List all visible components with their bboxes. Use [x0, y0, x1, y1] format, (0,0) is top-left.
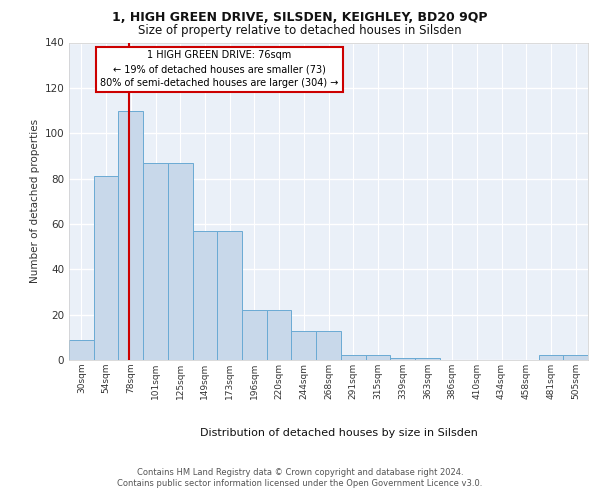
Text: 1, HIGH GREEN DRIVE, SILSDEN, KEIGHLEY, BD20 9QP: 1, HIGH GREEN DRIVE, SILSDEN, KEIGHLEY, … [112, 11, 488, 24]
Bar [267, 310, 292, 360]
Bar [563, 356, 588, 360]
Bar [292, 330, 316, 360]
Bar [316, 330, 341, 360]
Bar [365, 356, 390, 360]
Bar [415, 358, 440, 360]
Bar [217, 230, 242, 360]
Y-axis label: Number of detached properties: Number of detached properties [30, 119, 40, 284]
Bar [341, 356, 365, 360]
Text: Size of property relative to detached houses in Silsden: Size of property relative to detached ho… [138, 24, 462, 37]
Text: 1 HIGH GREEN DRIVE: 76sqm
← 19% of detached houses are smaller (73)
80% of semi-: 1 HIGH GREEN DRIVE: 76sqm ← 19% of detac… [100, 50, 338, 88]
Bar [143, 162, 168, 360]
Bar [118, 110, 143, 360]
Bar [390, 358, 415, 360]
Bar [539, 356, 563, 360]
Bar [94, 176, 118, 360]
Bar [193, 230, 217, 360]
Bar [168, 162, 193, 360]
Text: Distribution of detached houses by size in Silsden: Distribution of detached houses by size … [200, 428, 478, 438]
Text: Contains HM Land Registry data © Crown copyright and database right 2024.
Contai: Contains HM Land Registry data © Crown c… [118, 468, 482, 487]
Bar [69, 340, 94, 360]
Bar [242, 310, 267, 360]
